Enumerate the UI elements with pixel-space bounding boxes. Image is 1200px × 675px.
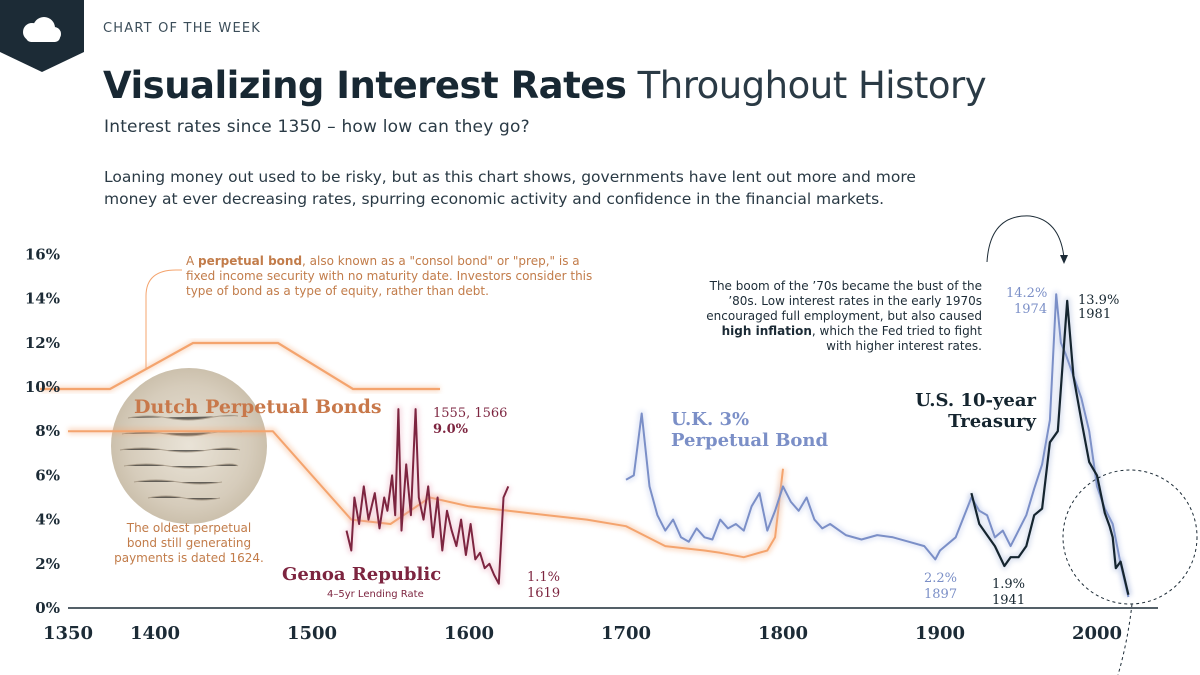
description: Loaning money out used to be risky, but … [104, 168, 916, 208]
annotation-1619-year: 1619 [527, 586, 560, 601]
perpetual-bond-bracket [40, 269, 440, 392]
arc-arrow [986, 215, 1068, 264]
y-tick-label: 10% [25, 378, 60, 396]
annotation-1897-year: 1897 [924, 587, 957, 602]
x-tick-label: 1800 [758, 623, 808, 644]
perpetual-bond-note: A perpetual bond, also known as a "conso… [186, 254, 596, 299]
y-tick-label: 0% [35, 599, 60, 617]
us-label-line2: Treasury [948, 411, 1036, 432]
page-title: Visualizing Interest Rates Throughout Hi… [103, 64, 987, 107]
uk-label-line2: Perpetual Bond [671, 430, 829, 451]
y-axis: 0% 2% 4% 6% 8% 10% 12% 14% 16% [25, 245, 60, 617]
x-tick-label: 1700 [601, 623, 651, 644]
title-bold: Visualizing Interest Rates [103, 64, 627, 107]
x-tick-label: 1900 [915, 623, 965, 644]
recent-lows-highlight [1062, 469, 1198, 675]
x-tick-label: 1350 [43, 623, 93, 644]
uk-label-line1: U.K. 3% [671, 409, 749, 430]
x-tick-label: 1500 [287, 623, 337, 644]
y-tick-label: 2% [35, 555, 60, 573]
y-tick-label: 6% [35, 466, 60, 484]
perpetual-note-post: , also known as a "consol bond" or "prep… [186, 254, 593, 298]
dutch-series-line [68, 430, 784, 559]
annotation-1619-value: 1.1% [527, 570, 560, 585]
genoa-sublabel: 4–5yr Lending Rate [327, 589, 424, 600]
y-tick-label: 4% [35, 511, 60, 529]
y-tick-label: 16% [25, 245, 60, 263]
y-tick-label: 14% [25, 290, 60, 308]
y-tick-label: 12% [25, 334, 60, 352]
boom-bust-note: The boom of the ’70s became the bust of … [706, 279, 982, 354]
annotation-1941-value: 1.9% [992, 577, 1025, 592]
x-tick-label: 1400 [130, 623, 180, 644]
logo [0, 0, 84, 72]
arrow-head-icon [1060, 255, 1068, 264]
annotation-1974-value: 14.2% [1006, 286, 1047, 301]
boom-note-post: , which the Fed tried to fight with high… [811, 324, 982, 353]
uk-series-line [625, 293, 1130, 598]
subtitle: Interest rates since 1350 – how low can … [104, 117, 530, 137]
annotation-1981-year: 1981 [1078, 307, 1111, 322]
genoa-series-line [345, 408, 510, 585]
y-tick-label: 8% [35, 422, 60, 440]
annotation-1981-value: 13.9% [1078, 293, 1119, 308]
annotation-1555-years: 1555, 1566 [433, 406, 507, 421]
us-label-line1: U.S. 10-year [915, 390, 1036, 411]
genoa-label: Genoa Republic [282, 564, 441, 585]
x-axis: 1350 1400 1500 1600 1700 1800 1900 2000 [43, 607, 1158, 644]
annotation-1941-year: 1941 [992, 593, 1025, 608]
oldest-bond-image [111, 368, 267, 524]
perpetual-note-pre: A [186, 254, 199, 268]
us-series-line [970, 299, 1130, 595]
kicker: CHART OF THE WEEK [103, 21, 262, 36]
perpetual-note-bold: perpetual bond [198, 254, 303, 268]
annotation-1555-value: 9.0% [433, 422, 469, 437]
x-tick-label: 2000 [1072, 623, 1122, 644]
x-tick-label: 1600 [444, 623, 494, 644]
dutch-label: Dutch Perpetual Bonds [134, 396, 382, 418]
title-light: Throughout History [637, 64, 987, 107]
series-layer [68, 290, 1132, 598]
annotation-1974-year: 1974 [1014, 302, 1047, 317]
boom-note-bold: high inflation [721, 324, 812, 338]
cloud-icon [23, 17, 61, 42]
annotation-1897-value: 2.2% [924, 571, 957, 586]
boom-note-pre: The boom of the ’70s became the bust of … [706, 279, 982, 323]
oldest-bond-note: The oldest perpetual bond still generati… [114, 521, 264, 565]
